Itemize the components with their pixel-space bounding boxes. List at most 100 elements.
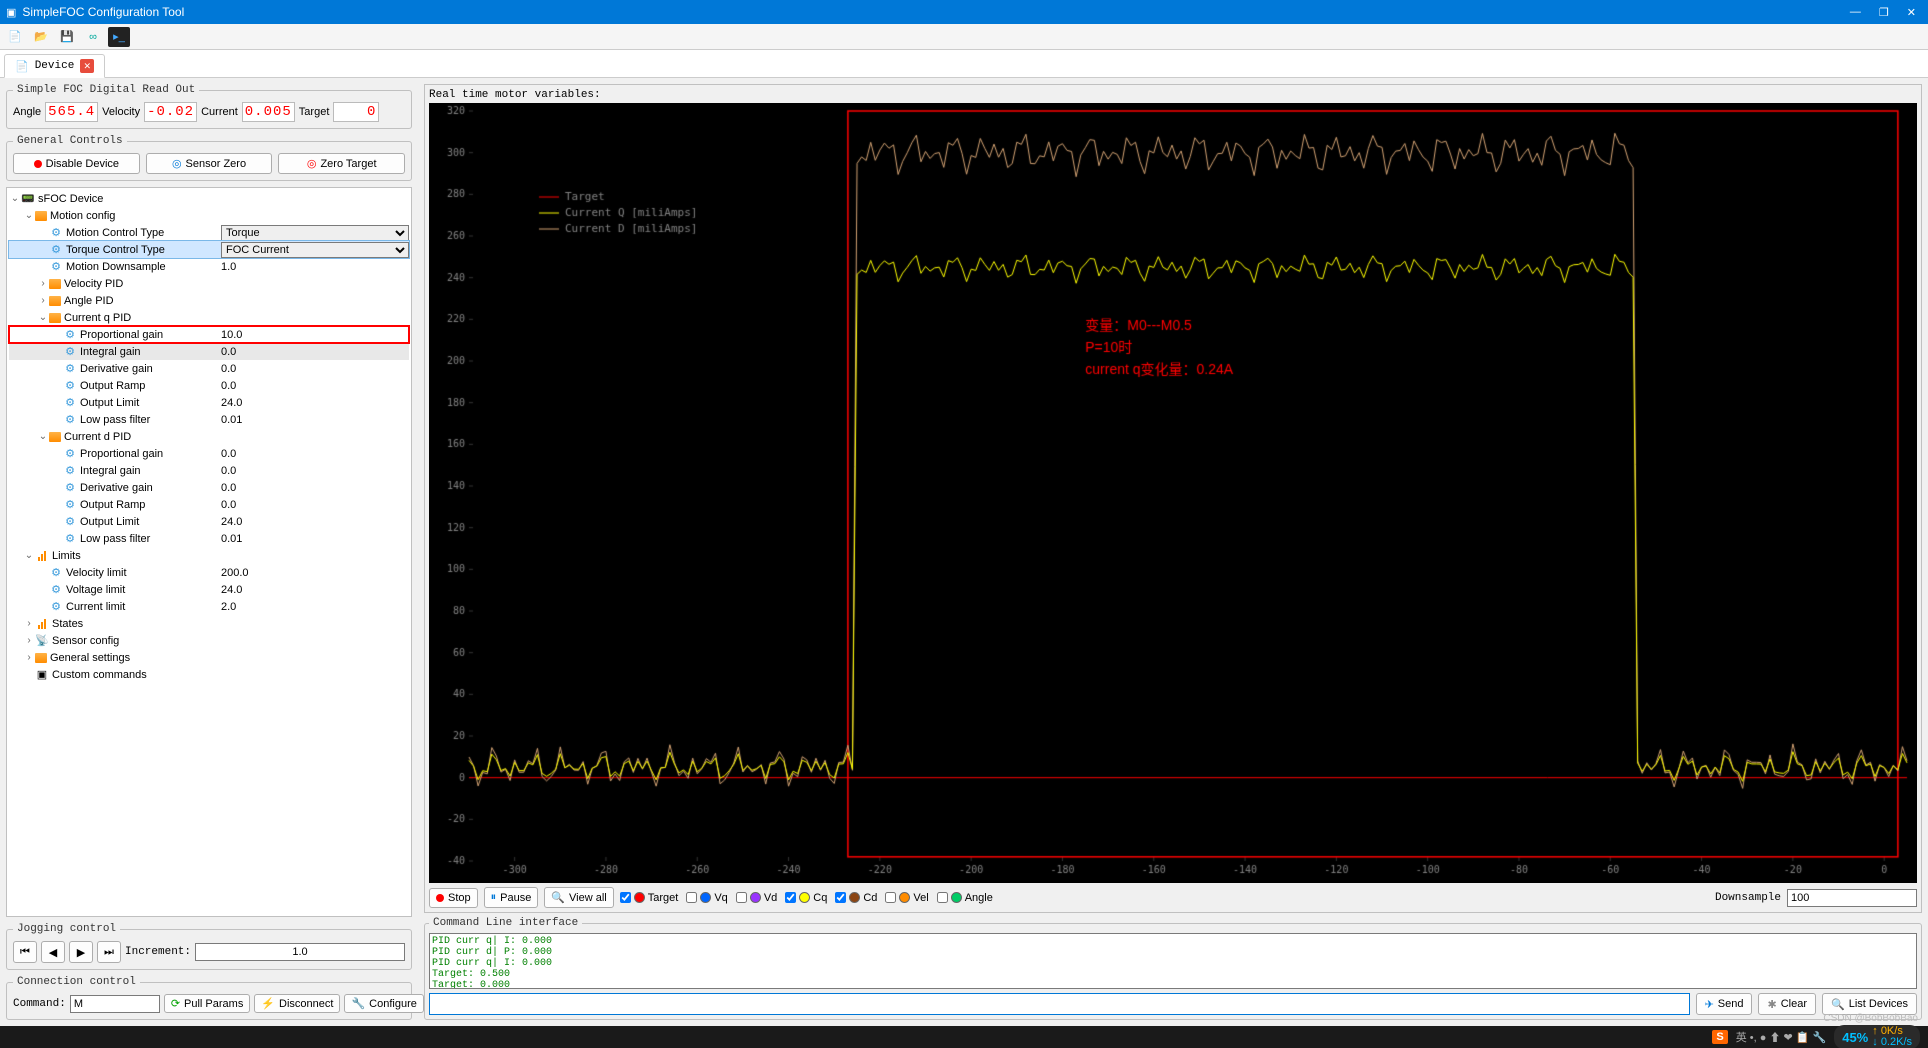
tree-row[interactable]: ⚙ Torque Control Type FOC Current [9, 241, 409, 258]
tree-value[interactable]: 10.0 [217, 329, 409, 341]
tree-value[interactable]: 24.0 [217, 584, 409, 596]
jog-forward-button[interactable]: ▶ [69, 941, 93, 963]
disconnect-button[interactable]: ⚡Disconnect [254, 994, 340, 1013]
series-toggle-target[interactable]: Target [620, 892, 679, 904]
view-all-button[interactable]: 🔍View all [544, 887, 613, 908]
minimize-button[interactable]: — [1850, 6, 1861, 19]
tree-value[interactable]: 0.0 [217, 448, 409, 460]
tree-row[interactable]: › States [9, 615, 409, 632]
expand-icon[interactable]: › [37, 278, 49, 289]
tree-row[interactable]: ⚙ Low pass filter 0.01 [9, 530, 409, 547]
expand-icon[interactable]: ⌄ [37, 312, 49, 323]
disable-device-button[interactable]: Disable Device [13, 153, 140, 174]
toolbar-save-icon[interactable]: 💾 [56, 27, 78, 47]
tree-row[interactable]: ⚙ Integral gain 0.0 [9, 462, 409, 479]
tree-value[interactable]: 0.0 [217, 346, 409, 358]
close-button[interactable]: ✕ [1907, 6, 1916, 19]
tree-value[interactable]: 0.0 [217, 482, 409, 494]
clear-button[interactable]: ✱Clear [1758, 993, 1816, 1015]
downsample-input[interactable] [1787, 889, 1917, 907]
tree-row[interactable]: ⚙ Motion Downsample 1.0 [9, 258, 409, 275]
tab-device[interactable]: 📄 Device ✕ [4, 54, 105, 78]
tree-row[interactable]: ▣ Custom commands [9, 666, 409, 683]
tree-row[interactable]: ⚙ Current limit 2.0 [9, 598, 409, 615]
tree-value[interactable]: 0.0 [217, 380, 409, 392]
tree-row[interactable]: ⌄ Limits [9, 547, 409, 564]
toolbar-terminal-icon[interactable]: ▸_ [108, 27, 130, 47]
series-toggle-angle[interactable]: Angle [937, 892, 993, 904]
perf-widget[interactable]: 45% ↑ 0K/s↓ 0.2K/s [1834, 1025, 1920, 1048]
series-label: Vq [714, 892, 727, 904]
tree-value[interactable]: 0.0 [217, 465, 409, 477]
tree-row[interactable]: › Angle PID [9, 292, 409, 309]
tab-close-icon[interactable]: ✕ [80, 59, 94, 73]
expand-icon[interactable]: › [23, 618, 35, 629]
series-toggle-cq[interactable]: Cq [785, 892, 827, 904]
tree-row[interactable]: ⌄ Current q PID [9, 309, 409, 326]
tree-row[interactable]: ⌄ Motion config [9, 207, 409, 224]
tree-row[interactable]: › Velocity PID [9, 275, 409, 292]
maximize-button[interactable]: ❐ [1879, 6, 1889, 19]
jog-fast-forward-button[interactable]: ⏭ [97, 941, 121, 963]
tree-row[interactable]: ⚙ Output Ramp 0.0 [9, 496, 409, 513]
tree-row[interactable]: ⚙ Output Ramp 0.0 [9, 377, 409, 394]
tree-row[interactable]: ⚙ Proportional gain 0.0 [9, 445, 409, 462]
tree-row[interactable]: ⚙ Derivative gain 0.0 [9, 479, 409, 496]
tree-value[interactable]: 24.0 [217, 397, 409, 409]
series-toggle-vel[interactable]: Vel [885, 892, 928, 904]
sensor-zero-button[interactable]: ◎Sensor Zero [146, 153, 273, 174]
toolbar-new-icon[interactable]: 📄 [4, 27, 26, 47]
tree-row[interactable]: ⚙ Output Limit 24.0 [9, 394, 409, 411]
tree-row[interactable]: ⌄📟 sFOC Device [9, 190, 409, 207]
tree-value[interactable]: 0.01 [217, 414, 409, 426]
stop-button[interactable]: Stop [429, 888, 478, 908]
pull-params-button[interactable]: ⟳Pull Params [164, 994, 251, 1013]
expand-icon[interactable]: › [23, 652, 35, 663]
tree-select[interactable]: FOC Current [221, 242, 409, 258]
list-devices-button[interactable]: 🔍List Devices [1822, 993, 1917, 1015]
expand-icon[interactable]: ⌄ [9, 193, 21, 204]
realtime-chart[interactable] [429, 103, 1917, 883]
tree-value[interactable]: 1.0 [217, 261, 409, 273]
config-tree[interactable]: ⌄📟 sFOC Device ⌄ Motion config ⚙ Motion … [6, 187, 412, 917]
expand-icon[interactable]: › [23, 635, 35, 646]
command-input[interactable] [70, 995, 160, 1013]
cli-input[interactable] [429, 993, 1690, 1015]
tree-row[interactable]: ⌄ Current d PID [9, 428, 409, 445]
ime-icon[interactable]: S [1712, 1030, 1727, 1044]
tree-row[interactable]: ⚙ Low pass filter 0.01 [9, 411, 409, 428]
tree-row[interactable]: ›📡 Sensor config [9, 632, 409, 649]
tree-row[interactable]: ⚙ Derivative gain 0.0 [9, 360, 409, 377]
series-toggle-vq[interactable]: Vq [686, 892, 727, 904]
jog-fast-back-button[interactable]: ⏮ [13, 941, 37, 963]
tree-value[interactable]: 0.0 [217, 363, 409, 375]
tree-value[interactable]: 2.0 [217, 601, 409, 613]
tree-value[interactable]: 0.0 [217, 499, 409, 511]
tree-value[interactable]: 200.0 [217, 567, 409, 579]
tree-row[interactable]: ⚙Integral gain0.0 [9, 343, 409, 360]
expand-icon[interactable]: ⌄ [23, 210, 35, 221]
tree-row[interactable]: ⚙ Velocity limit 200.0 [9, 564, 409, 581]
expand-icon[interactable]: ⌄ [37, 431, 49, 442]
tree-row[interactable]: ⚙ Proportional gain 10.0 [9, 326, 409, 343]
tree-value[interactable]: 0.01 [217, 533, 409, 545]
configure-button[interactable]: 🔧Configure [344, 994, 423, 1013]
pause-button[interactable]: ⏸Pause [484, 887, 539, 908]
toolbar-link-icon[interactable]: ∞ [82, 27, 104, 47]
send-button[interactable]: ✈Send [1696, 993, 1753, 1015]
series-toggle-cd[interactable]: Cd [835, 892, 877, 904]
tree-value[interactable]: 24.0 [217, 516, 409, 528]
tree-row[interactable]: ⚙ Output Limit 24.0 [9, 513, 409, 530]
increment-input[interactable] [195, 943, 405, 961]
series-toggle-vd[interactable]: Vd [736, 892, 777, 904]
expand-icon[interactable]: ⌄ [23, 550, 35, 561]
toolbar-open-icon[interactable]: 📂 [30, 27, 52, 47]
cli-log[interactable]: PID curr q| I: 0.000 PID curr d| P: 0.00… [429, 933, 1917, 989]
tree-row[interactable]: › General settings [9, 649, 409, 666]
zero-target-button[interactable]: ◎Zero Target [278, 153, 405, 174]
jog-back-button[interactable]: ◀ [41, 941, 65, 963]
tree-select[interactable]: Torque [221, 225, 409, 241]
expand-icon[interactable]: › [37, 295, 49, 306]
tree-row[interactable]: ⚙ Motion Control Type Torque [9, 224, 409, 241]
tree-row[interactable]: ⚙ Voltage limit 24.0 [9, 581, 409, 598]
